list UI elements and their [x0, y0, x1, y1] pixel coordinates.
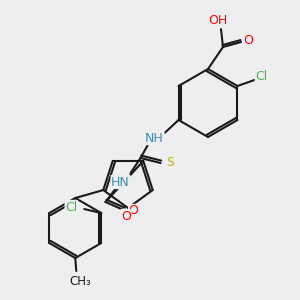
- Text: NH: NH: [145, 131, 164, 145]
- Text: O: O: [129, 205, 139, 218]
- Text: O: O: [121, 209, 131, 223]
- Text: CH₃: CH₃: [69, 274, 91, 287]
- Text: OH: OH: [208, 14, 228, 28]
- Text: O: O: [243, 34, 253, 47]
- Text: Cl: Cl: [255, 70, 268, 83]
- Text: S: S: [167, 157, 175, 169]
- Text: Cl: Cl: [65, 200, 77, 214]
- Text: HN: HN: [111, 176, 130, 188]
